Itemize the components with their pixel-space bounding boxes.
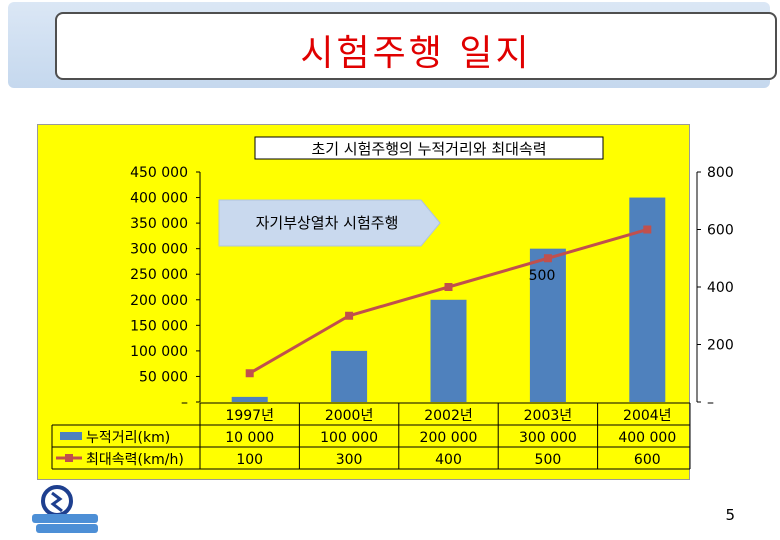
- speed-table-value: 500: [535, 452, 562, 468]
- right-axis-tick-label: 400: [707, 280, 734, 296]
- chart-panel: [37, 124, 690, 480]
- legend-label-speed: 최대속력(km/h): [86, 452, 184, 468]
- left-axis-tick-label: 200 000: [130, 293, 188, 309]
- distance-table-value: 200 000: [420, 430, 478, 446]
- bar-1997년: [231, 396, 268, 402]
- annotation-value-label: 500: [529, 268, 556, 284]
- annotation-callout: [218, 199, 441, 247]
- left-axis-tick-label: 450 000: [130, 165, 188, 181]
- category-label: 2004년: [623, 408, 672, 424]
- right-axis-tick-label: –: [707, 395, 714, 411]
- chart-title-box: [254, 136, 604, 160]
- speed-table-value: 600: [634, 452, 661, 468]
- chart-title: 초기 시험주행의 누적거리와 최대속력: [311, 140, 546, 158]
- annotation-text: 자기부상열차 시험주행: [256, 214, 399, 232]
- speed-table-value: 300: [336, 452, 363, 468]
- left-axis-tick-label: 350 000: [130, 216, 188, 232]
- legend-key-speed-marker: [65, 454, 73, 462]
- title-banner: 시험주행 일지: [8, 2, 777, 88]
- distance-table-value: 100 000: [320, 430, 378, 446]
- company-logo: [32, 485, 98, 533]
- bar-2003년: [529, 248, 566, 402]
- distance-table-value: 10 000: [225, 430, 274, 446]
- speed-point-2004년: [643, 225, 652, 234]
- legend-label-distance: 누적거리(km): [86, 430, 170, 446]
- right-axis-tick-label: 800: [707, 165, 734, 181]
- bar-2002년: [430, 299, 467, 402]
- speed-point-1997년: [245, 369, 254, 378]
- speed-table-value: 100: [236, 452, 263, 468]
- distance-table-value: 400 000: [618, 430, 676, 446]
- page-number: 5: [725, 506, 735, 524]
- legend-key-distance: [60, 432, 82, 440]
- category-label: 2002년: [424, 408, 473, 424]
- left-axis-tick-label: 150 000: [130, 318, 188, 334]
- left-axis-tick-label: 400 000: [130, 191, 188, 207]
- category-label: 1997년: [225, 408, 274, 424]
- speed-point-2003년: [543, 254, 552, 263]
- left-axis-tick-label: –: [181, 395, 188, 411]
- left-axis-tick-label: 300 000: [130, 242, 188, 258]
- right-axis-tick-label: 200: [707, 338, 734, 354]
- category-label: 2003년: [524, 408, 573, 424]
- category-label: 2000년: [325, 408, 374, 424]
- speed-point-2000년: [345, 311, 354, 320]
- title-box: 시험주행 일지: [55, 12, 777, 80]
- left-axis-tick-label: 50 000: [139, 369, 188, 385]
- speed-table-value: 400: [435, 452, 462, 468]
- left-axis-tick-label: 100 000: [130, 344, 188, 360]
- right-axis-tick-label: 600: [707, 223, 734, 239]
- distance-table-value: 300 000: [519, 430, 577, 446]
- bar-2000년: [331, 350, 368, 402]
- left-axis-tick-label: 250 000: [130, 267, 188, 283]
- speed-point-2002년: [444, 283, 453, 291]
- slide-title: 시험주행 일지: [300, 33, 532, 74]
